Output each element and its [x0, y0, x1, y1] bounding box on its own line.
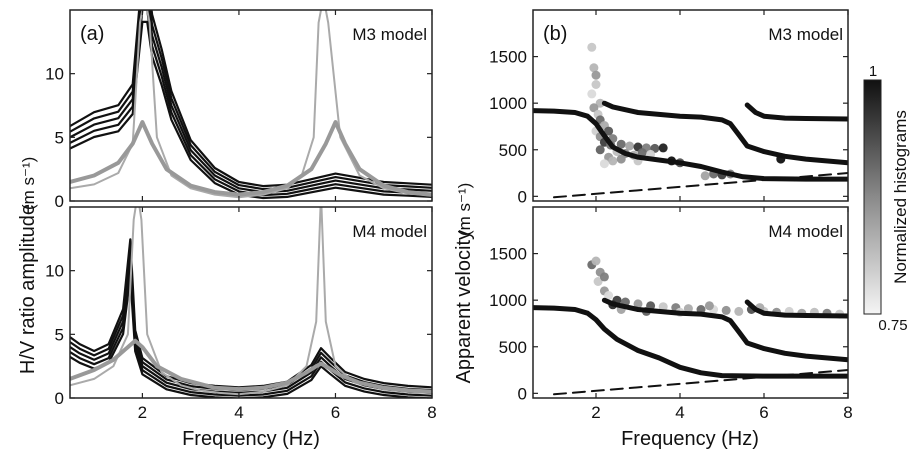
histogram-point [589, 63, 599, 73]
panel-subtitle: M3 model [768, 25, 843, 44]
histogram-point [591, 70, 601, 80]
theoretical-thick-curve [70, 120, 432, 197]
histogram-point [595, 98, 605, 108]
dispersion-curve-mode-0 [533, 108, 848, 182]
y-axis-unit-a: (m s⁻¹) [19, 157, 38, 210]
histogram-point [704, 301, 714, 311]
theoretical-thin-curve [70, 207, 432, 396]
dispersion-curve-mode-1 [601, 297, 848, 363]
y-tick-label: 1000 [489, 94, 527, 113]
x-tick-label: 8 [427, 403, 436, 422]
histogram-point [593, 277, 603, 286]
y-tick-label: 1500 [489, 245, 527, 264]
histogram-point [616, 139, 626, 149]
histogram-point [633, 299, 643, 309]
histogram-point [608, 156, 618, 166]
x-tick-label: 4 [675, 403, 684, 422]
y-tick-label: 0 [518, 384, 527, 403]
panel-subtitle: M4 model [352, 222, 427, 241]
y-tick-label: 10 [45, 65, 64, 84]
y-tick-label: 0 [55, 192, 64, 211]
histogram-point [734, 306, 744, 316]
x-tick-label: 2 [591, 403, 600, 422]
y-axis-unit-b: (m s⁻¹) [455, 183, 474, 236]
observed-hv-curve [70, 266, 432, 397]
histogram-point [658, 143, 668, 153]
x-tick-label: 4 [234, 403, 243, 422]
y-tick-label: 5 [55, 325, 64, 344]
histogram-point [625, 141, 635, 151]
histogram-point [587, 42, 597, 52]
y-tick-label: 5 [55, 128, 64, 147]
histogram-point [591, 256, 601, 266]
panel-subtitle: M3 model [352, 25, 427, 44]
histogram-point [604, 291, 614, 300]
x-tick-label: 8 [843, 403, 852, 422]
x-tick-label: 6 [331, 403, 340, 422]
y-tick-label: 1000 [489, 291, 527, 310]
y-tick-label: 0 [55, 389, 64, 408]
histogram-point [599, 159, 609, 169]
dispersion-curve-mode-2 [744, 299, 848, 319]
y-axis-label-b: Apparent velocity [453, 230, 475, 383]
y-tick-label: 1500 [489, 48, 527, 67]
histogram-point [595, 145, 605, 155]
plot-frame [69, 9, 433, 202]
histogram-point [599, 272, 609, 282]
histogram-point [587, 89, 597, 99]
colorbar-label: Normalized histograms [891, 110, 910, 284]
panel-label: (b) [543, 23, 567, 45]
x-tick-label: 2 [138, 403, 147, 422]
hv-panel-m4: 2 4 6 8 0 5 10 M4 model [45, 206, 437, 422]
dispersion-curve-mode-0 [533, 305, 848, 379]
plot-frame [69, 206, 433, 399]
x-axis-label-b: Frequency (Hz) [621, 428, 759, 450]
histogram-point [658, 302, 668, 312]
colorbar-min-label: 0.75 [878, 317, 907, 334]
x-axis-label-a: Frequency (Hz) [182, 428, 320, 450]
dispersion-curve-mode-2 [744, 102, 848, 122]
colorbar: 1 0.75 Normalized histograms [863, 63, 910, 334]
theoretical-thick-curve [70, 338, 432, 394]
y-axis-title-b: Apparent velocity (m s⁻¹) [453, 183, 475, 384]
plot-frame [532, 206, 849, 399]
y-axis-label-a: H/V ratio amplitude [17, 204, 39, 374]
histogram-point [683, 304, 693, 314]
histogram-point [604, 126, 614, 136]
y-tick-label: 0 [518, 187, 527, 206]
histogram-point [591, 80, 601, 89]
y-tick-label: 10 [45, 262, 64, 281]
observed-hv-curve [70, 10, 432, 188]
colorbar-gradient [863, 79, 882, 315]
y-axis-title-a: H/V ratio amplitude (m s⁻¹) [17, 157, 39, 374]
histogram-point [721, 305, 731, 315]
hv-panel-m3: 0 5 10 (a) M3 model [45, 9, 433, 211]
plot-frame [532, 9, 849, 202]
panel-label: (a) [80, 23, 104, 45]
histogram-point [589, 103, 599, 113]
panel-subtitle: M4 model [768, 222, 843, 241]
reference-dashed-line [553, 172, 848, 199]
histogram-point [616, 154, 626, 164]
velocity-panel-m4: 2 4 6 8 0 500 1000 1500 M4 model [489, 206, 853, 422]
x-tick-label: 6 [759, 403, 768, 422]
velocity-panel-m3: 0 500 1000 1500 (b) M3 model [489, 9, 849, 206]
dispersion-curve-mode-1 [601, 100, 848, 166]
y-tick-label: 500 [499, 338, 527, 357]
reference-dashed-line [553, 369, 848, 396]
colorbar-max-label: 1 [869, 63, 877, 80]
y-tick-label: 500 [499, 141, 527, 160]
histogram-point [637, 148, 647, 158]
histogram-point [700, 171, 710, 181]
